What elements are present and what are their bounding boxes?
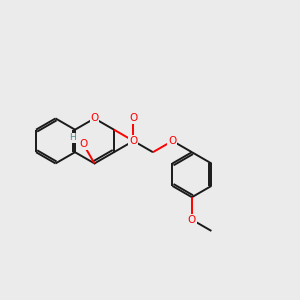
Text: O: O bbox=[129, 136, 138, 146]
Text: O: O bbox=[129, 113, 138, 123]
Text: O: O bbox=[168, 136, 177, 146]
Text: O: O bbox=[90, 113, 99, 123]
Text: O: O bbox=[79, 139, 87, 149]
Text: H: H bbox=[69, 133, 76, 142]
Text: O: O bbox=[188, 215, 196, 225]
